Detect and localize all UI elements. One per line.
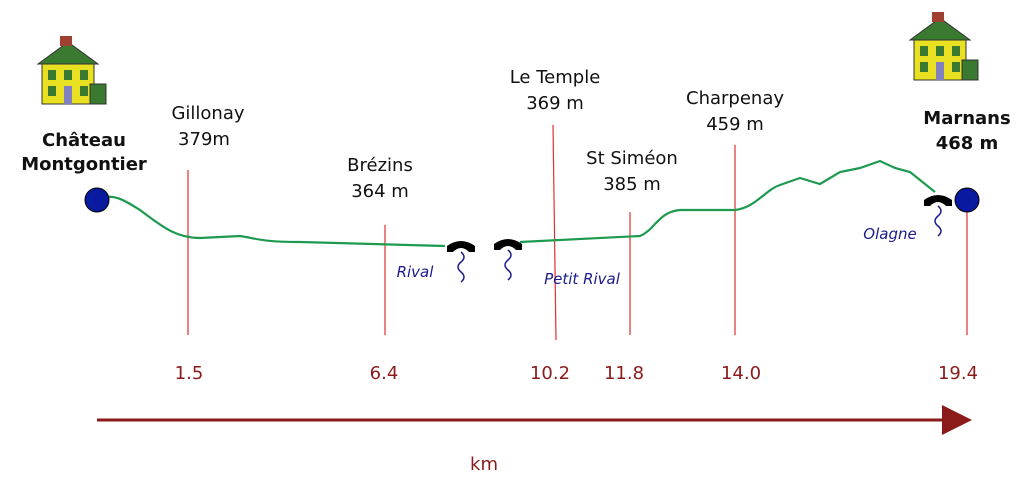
axis-label: km <box>470 454 498 475</box>
place-elevation: 385 m <box>603 174 661 195</box>
river-icon <box>457 251 465 283</box>
start-name: Château <box>42 130 126 151</box>
house-icon <box>909 11 979 81</box>
place-elevation: 369 m <box>526 93 584 114</box>
km-label: 14.0 <box>721 363 761 384</box>
bridge-icon <box>494 239 522 250</box>
start-marker <box>84 187 110 213</box>
river-icon <box>504 249 512 281</box>
place-elevation: 364 m <box>351 181 409 202</box>
end-elevation: 468 m <box>936 133 999 154</box>
river-name: Petit Rival <box>544 270 621 288</box>
house-icon <box>37 35 107 105</box>
place-name: Le Temple <box>510 67 601 88</box>
place-name: Brézins <box>347 155 413 176</box>
km-label: 6.4 <box>370 363 399 384</box>
km-label: 11.8 <box>604 363 644 384</box>
start-name: Montgontier <box>21 154 147 175</box>
bridge-icon <box>924 195 952 206</box>
km-lines <box>187 124 968 341</box>
elevation-profile <box>96 159 936 248</box>
river-name: Olagne <box>863 225 916 243</box>
river-icon <box>934 205 942 237</box>
end-name: Marnans <box>923 108 1010 129</box>
place-name: Gillonay <box>171 103 244 124</box>
km-label: 19.4 <box>938 363 978 384</box>
river-name: Rival <box>397 263 435 281</box>
bridge-icon <box>447 241 475 252</box>
place-name: St Siméon <box>586 148 678 169</box>
end-marker <box>954 187 980 213</box>
km-label: 10.2 <box>530 363 570 384</box>
place-elevation: 459 m <box>706 114 764 135</box>
place-elevation: 379m <box>178 129 230 150</box>
place-name: Charpenay <box>686 88 784 109</box>
km-label: 1.5 <box>175 363 204 384</box>
